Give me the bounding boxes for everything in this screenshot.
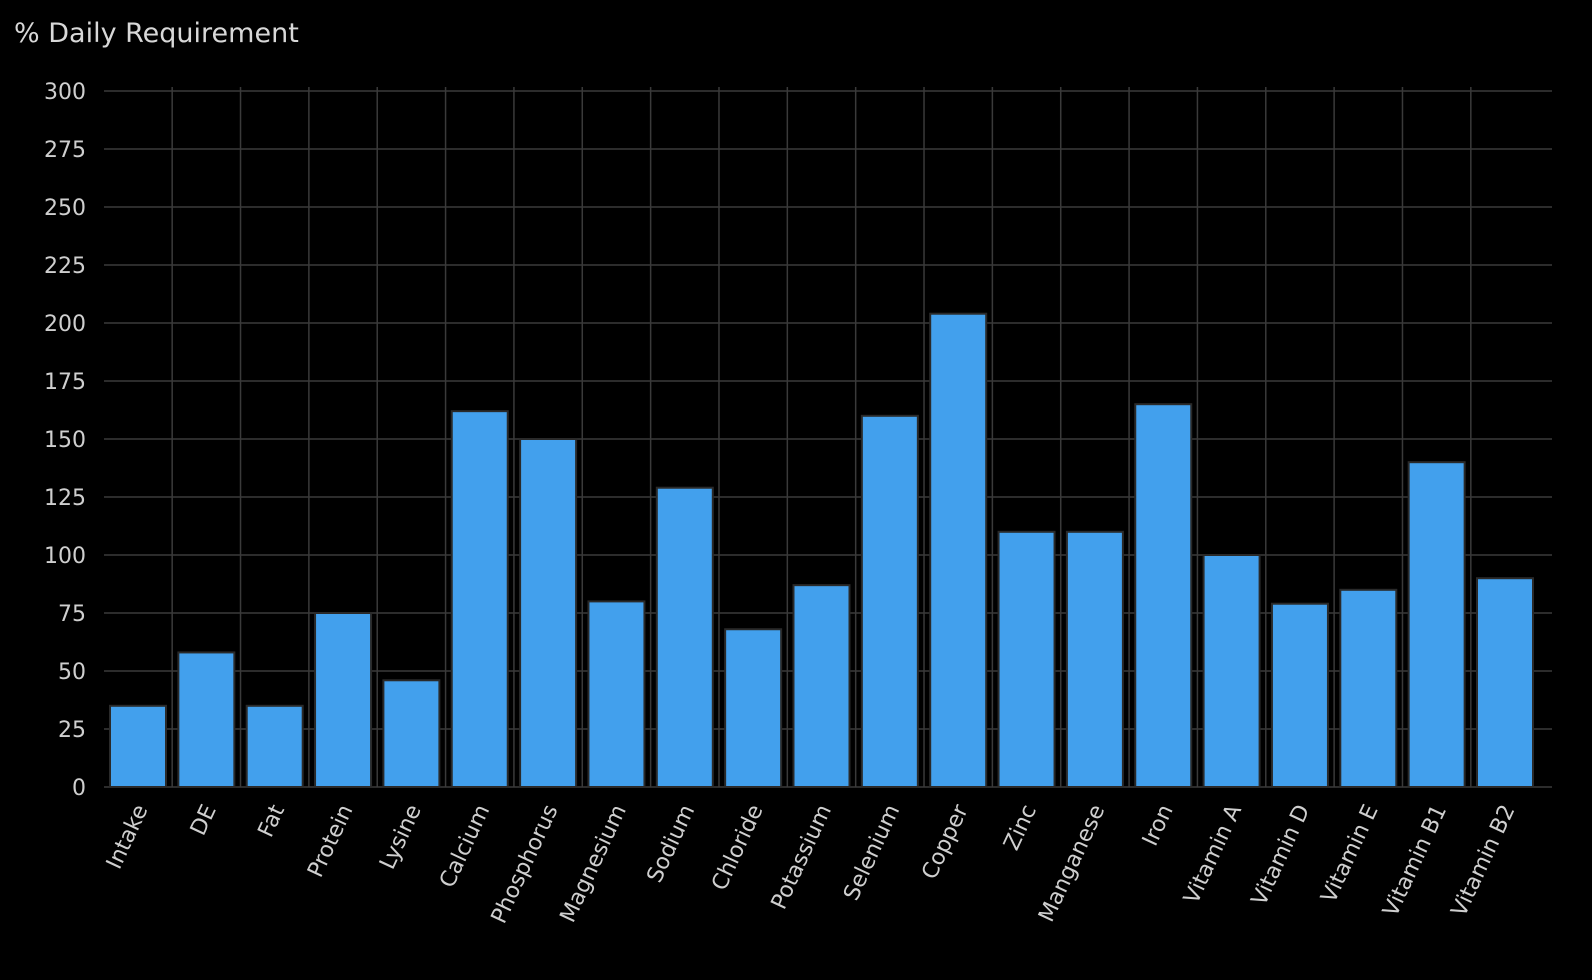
bar-selenium [860,414,919,788]
x-tick-label: Vitamin B2 [1447,801,1521,921]
bar-phosphorus [519,438,578,788]
bar-de [177,651,236,788]
bar-intake [109,704,167,788]
bar-copper [929,312,988,788]
bar-vitamin-e [1339,588,1398,788]
y-tick-label: 175 [44,370,86,395]
y-tick-label: 100 [44,544,86,569]
x-tick-label: Chloride [707,801,768,895]
y-tick-label: 25 [58,718,86,743]
x-tick-label: Potassium [767,801,837,913]
y-tick-label: 300 [44,80,86,105]
bar-protein [314,612,373,788]
bar-vitamin-b1 [1407,461,1466,788]
bar-chloride [724,628,783,788]
y-tick-label: 200 [44,312,86,337]
y-tick-label: 125 [44,486,86,511]
x-tick-label: Selenium [839,801,905,905]
x-tick-label: Copper [917,800,974,883]
y-tick-label: 150 [44,428,86,453]
bar-magnesium [587,600,646,789]
x-tick-label: Sodium [643,801,701,887]
x-tick-label: Manganese [1034,801,1110,926]
x-tick-label: Vitamin E [1317,801,1384,907]
bar-potassium [792,584,851,788]
bars-layer [109,312,1534,789]
x-tick-label: Vitamin D [1247,801,1315,910]
y-tick-label: 250 [44,196,86,221]
bar-fat [245,704,304,788]
x-tick-label: Magnesium [556,801,632,927]
bar-vitamin-a [1202,554,1261,788]
x-tick-label: Fat [254,801,291,842]
x-axis-ticks: Intake DE Fat Protein Lysine CalciumPhosphoru… [102,800,1520,927]
bar-sodium [655,486,714,788]
x-tick-label: Protein [303,801,358,881]
y-tick-label: 275 [44,138,86,163]
bar-iron [1134,403,1193,788]
bar-vitamin-b2 [1476,577,1534,789]
bar-lysine [382,679,441,789]
x-tick-label: DE [186,801,222,840]
y-tick-label: 75 [58,602,86,627]
chart-title: % Daily Requirement [14,18,299,49]
y-tick-label: 50 [58,660,86,685]
bar-calcium [450,410,509,788]
y-tick-label: 225 [44,254,86,279]
x-tick-label: Phosphorus [487,801,564,928]
bar-manganese [1065,530,1124,788]
x-tick-label: Zinc [999,801,1042,854]
x-tick-label: Calcium [435,801,495,892]
bar-vitamin-d [1270,602,1329,788]
x-tick-label: Lysine [375,801,427,873]
x-tick-label: Intake [102,801,153,873]
bar-zinc [997,530,1056,788]
y-tick-label: 0 [72,776,86,801]
x-tick-label: Iron [1138,801,1179,850]
x-tick-label: Vitamin B1 [1379,801,1453,921]
x-tick-label: Vitamin A [1179,801,1247,908]
y-axis-ticks: 0 25 50 75 100 125 150 175 200 225 250 275 300 [44,80,86,801]
